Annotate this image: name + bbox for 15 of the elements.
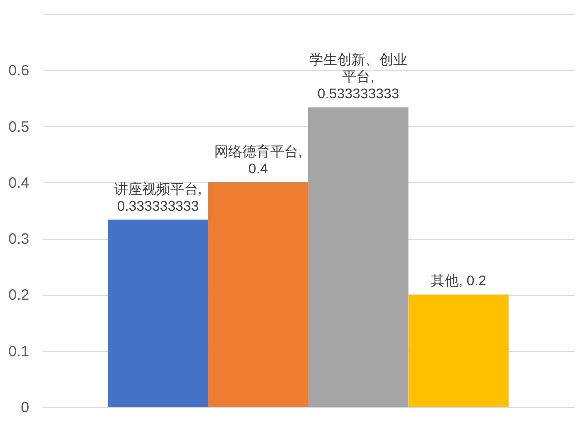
- data-label: 学生创新、创业平台, 0.533333333: [310, 52, 408, 102]
- bar: [108, 220, 208, 407]
- data-label: 其他, 0.2: [431, 272, 487, 289]
- y-tick-label: 0.4: [8, 174, 30, 192]
- bar: [208, 182, 308, 407]
- data-label: 网络德育平台, 0.4: [214, 143, 302, 176]
- data-label: 讲座视频平台, 0.333333333: [114, 180, 202, 214]
- bar: [408, 294, 509, 407]
- y-tick-label: 0.3: [8, 231, 30, 248]
- y-tick-label: 0.5: [8, 118, 30, 136]
- y-tick-label: 0.2: [8, 287, 30, 304]
- y-tick-label: 0.1: [8, 343, 30, 360]
- bar: [308, 108, 409, 407]
- y-tick-label: 0.6: [8, 62, 30, 80]
- y-tick-label: 0: [21, 400, 30, 416]
